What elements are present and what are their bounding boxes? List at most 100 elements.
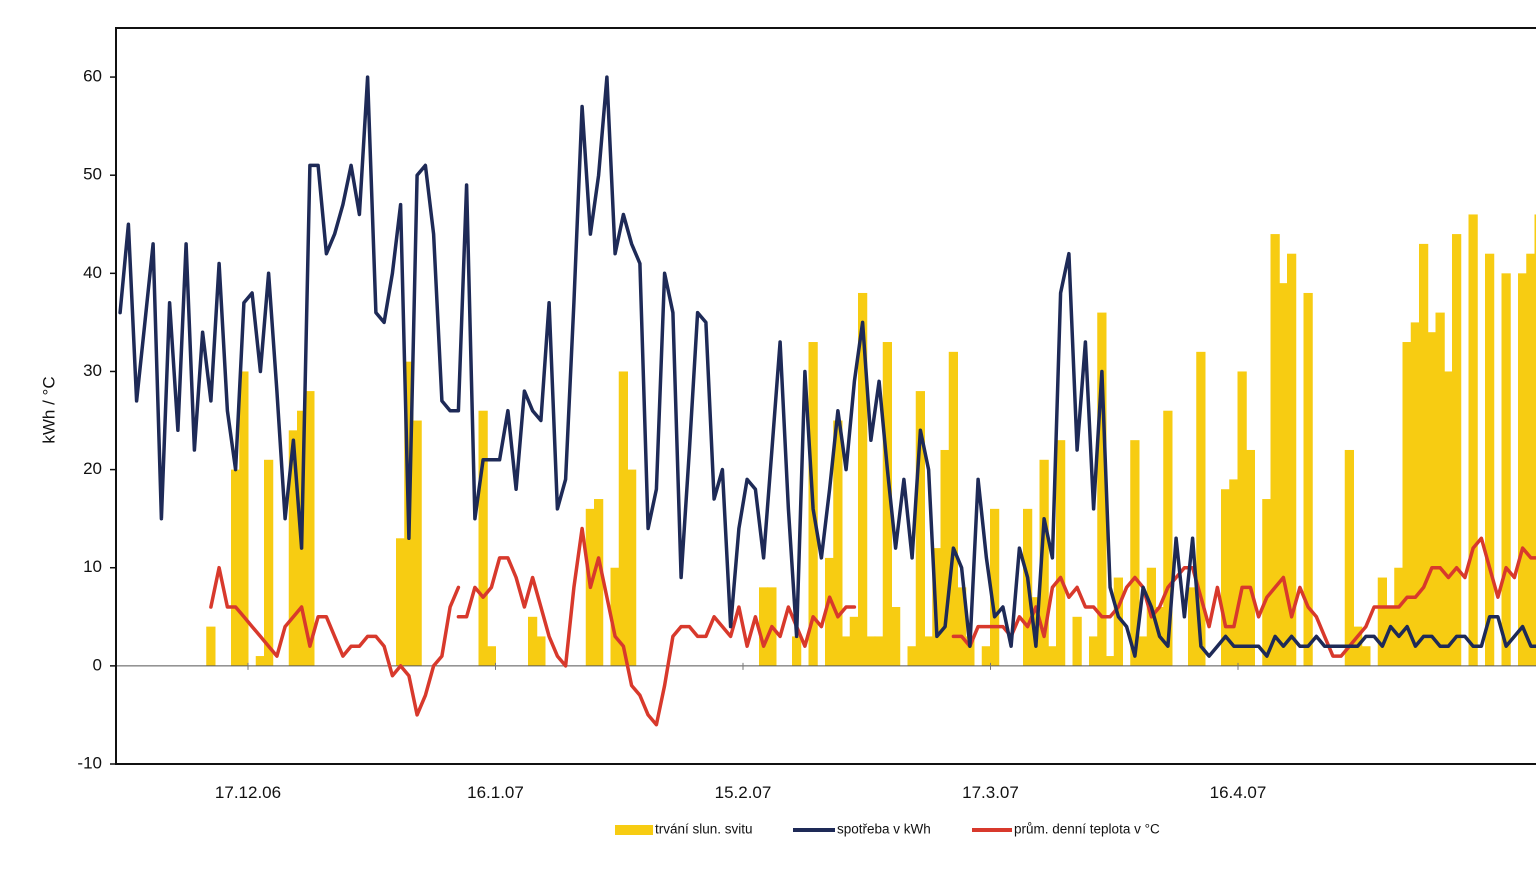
sunshine-bar [264, 459, 274, 666]
sunshine-bar [1452, 234, 1462, 666]
sunshine-bar [1386, 606, 1396, 666]
sunshine-bar [1163, 410, 1173, 666]
sunshine-bar [981, 646, 991, 666]
sunshine-bar [528, 616, 538, 666]
sunshine-bar [1039, 459, 1049, 666]
x-tick-label: 17.3.07 [962, 783, 1019, 802]
sunshine-bar [1047, 646, 1057, 666]
y-tick-label: 10 [83, 557, 102, 576]
plot-frame [115, 27, 1536, 765]
sunshine-bar [1402, 342, 1412, 666]
sunshine-bar [957, 587, 967, 666]
sunshine-bar [833, 420, 843, 666]
sunshine-bar [1097, 312, 1107, 666]
sunshine-bar [1245, 449, 1255, 666]
sunshine-bar [1287, 253, 1297, 666]
sunshine-bar [874, 636, 884, 666]
sunshine-bar [1344, 449, 1354, 666]
x-tick-label: 16.1.07 [467, 783, 524, 802]
sunshine-bar [1138, 636, 1148, 666]
series-lines [118, 75, 1536, 727]
sunshine-bar [1188, 587, 1198, 666]
sunshine-bar [891, 606, 901, 666]
sunshine-bar [536, 636, 546, 666]
sunshine-bar [915, 391, 925, 666]
sunshine-bar [486, 646, 496, 666]
y-tick-label: 40 [83, 263, 102, 282]
y-axis-ticks: -10 0 10 20 30 40 50 60 [77, 67, 116, 772]
sunshine-bar [305, 391, 315, 666]
x-axis-ticks: 17.12.06 16.1.07 15.2.07 17.3.07 16.4.07 [215, 662, 1267, 802]
sunshine-bar [841, 636, 851, 666]
sunshine-bar [1534, 214, 1536, 666]
sunshine-bar [396, 538, 406, 666]
y-tick-label: 30 [83, 361, 102, 380]
sunshine-bar [1221, 489, 1231, 666]
legend-swatch [793, 828, 835, 832]
sunshine-bar [288, 430, 298, 666]
y-tick-label: 50 [83, 165, 102, 184]
sunshine-bar [948, 351, 958, 666]
x-tick-label: 16.4.07 [1210, 783, 1267, 802]
sunshine-bar [792, 636, 802, 666]
x-tick-label: 15.2.07 [715, 783, 772, 802]
sunshine-bar [610, 567, 620, 666]
sunshine-bar [412, 420, 422, 666]
legend-label: spotřeba v kWh [837, 822, 931, 837]
temperature-line-segment [951, 536, 1536, 658]
y-tick-label: 60 [83, 67, 102, 86]
sunshine-bar [231, 469, 241, 666]
sunshine-bar [1377, 577, 1387, 666]
sunshine-bar [594, 499, 604, 666]
sunshine-bar [1196, 351, 1206, 666]
sunshine-bar [1237, 371, 1247, 666]
sunshine-bar [627, 469, 637, 666]
sunshine-bar [1485, 253, 1495, 666]
x-tick-label: 17.12.06 [215, 783, 281, 802]
sunshine-bar [759, 587, 769, 666]
sunshine-bar [1501, 273, 1511, 666]
sunshine-bar [1278, 283, 1288, 666]
sunshine-bar [1089, 636, 1099, 666]
y-tick-label: 20 [83, 459, 102, 478]
sunshine-bar [1072, 616, 1082, 666]
sunshine-bar [206, 626, 216, 666]
sunshine-bar [1443, 371, 1453, 666]
sunshine-bar [1105, 656, 1115, 666]
sunshine-bar [478, 410, 488, 666]
sunshine-bar [907, 646, 917, 666]
sunshine-bar [849, 616, 859, 666]
sunshine-bar [1435, 312, 1445, 666]
temperature-line-segment [209, 565, 461, 717]
sunshine-bar [618, 371, 628, 666]
sunshine-bar [1427, 332, 1437, 666]
sunshine-bar [1270, 234, 1280, 666]
sunshine-bar [866, 636, 876, 666]
sunshine-bar [1113, 577, 1123, 666]
sunshine-bar [1526, 253, 1536, 666]
sunshine-bar [1468, 214, 1478, 666]
y-axis-title: kWh / °C [39, 376, 58, 443]
sunshine-bar [965, 636, 975, 666]
sunshine-bar [1130, 440, 1140, 666]
legend-swatch [615, 825, 653, 835]
sunshine-bar [1410, 322, 1420, 666]
sunshine-bar [825, 557, 835, 666]
sunshine-bar [1262, 499, 1272, 666]
sunshine-bar [1229, 479, 1239, 666]
sunshine-bar [1419, 243, 1429, 666]
sunshine-bar [1394, 567, 1404, 666]
legend: trvání slun. svitu spotřeba v kWh prům. de… [615, 822, 1160, 837]
temperature-line-segment [456, 526, 857, 727]
sunshine-bar [255, 656, 265, 666]
y-tick-label: -10 [77, 753, 102, 772]
sunshine-bar [858, 292, 868, 666]
sunshine-bar [924, 636, 934, 666]
legend-swatch [972, 828, 1012, 832]
sunshine-bar [239, 371, 249, 666]
sunshine-bar [882, 342, 892, 666]
y-tick-label: 0 [93, 655, 102, 674]
sunshine-bar [1303, 292, 1313, 666]
sunshine-bar [990, 508, 1000, 666]
